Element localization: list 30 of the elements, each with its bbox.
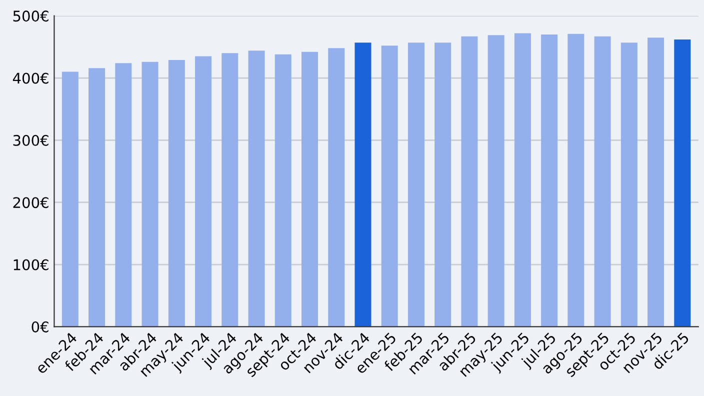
bar	[274, 54, 292, 327]
bar	[594, 36, 611, 327]
bar	[248, 50, 265, 327]
y-tick-label: 100€	[14, 259, 48, 270]
bar	[62, 72, 78, 327]
bar	[222, 53, 238, 327]
bar	[115, 63, 132, 327]
bar	[142, 62, 158, 327]
y-tick-label: 300€	[13, 134, 48, 146]
bar	[514, 33, 531, 327]
y-tick-label: 500€	[13, 10, 48, 22]
bar	[488, 35, 504, 327]
bar	[674, 39, 691, 327]
y-tick-label: 200€	[13, 197, 48, 208]
bar	[301, 52, 318, 327]
bar	[434, 42, 452, 327]
bar	[568, 34, 584, 327]
bar	[381, 46, 398, 327]
y-tick-label: 400€	[12, 72, 48, 84]
bar	[168, 60, 185, 327]
bar	[88, 68, 106, 327]
bar	[648, 38, 664, 327]
bar	[461, 36, 478, 327]
y-tick-label: 0€	[32, 321, 48, 332]
bar	[620, 42, 638, 327]
bar	[541, 34, 558, 327]
bar	[195, 56, 212, 327]
bar	[354, 42, 372, 327]
bar	[408, 42, 424, 327]
bar	[328, 48, 345, 327]
